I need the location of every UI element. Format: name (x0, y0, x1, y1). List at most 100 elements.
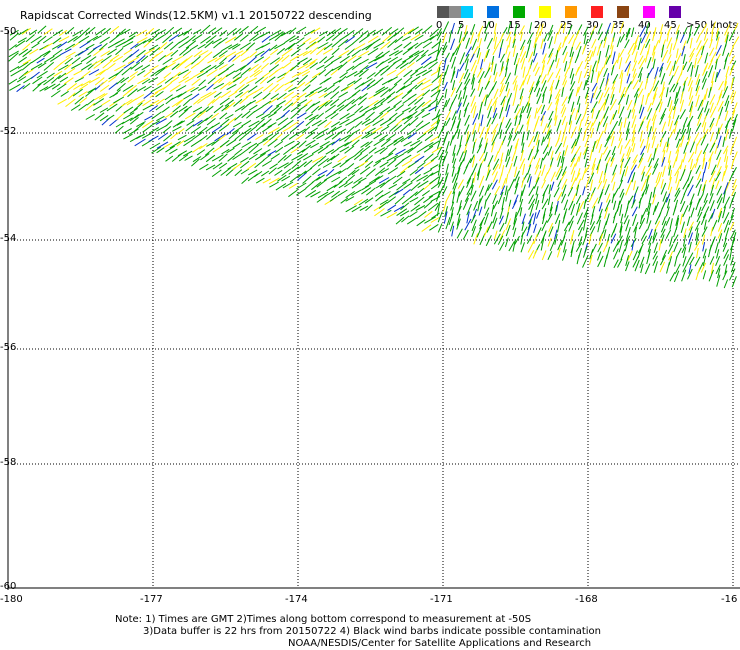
wind-barb (224, 99, 234, 107)
wind-barb (234, 83, 245, 93)
wind-barb (58, 35, 70, 43)
wind-barb (337, 189, 348, 197)
wind-barb (388, 50, 399, 57)
wind-barb (493, 32, 497, 42)
wind-barb (172, 105, 181, 113)
wind-barb (715, 115, 720, 127)
lat-label-60: -60 (0, 581, 17, 592)
wind-barb (591, 60, 597, 72)
wind-barb (234, 148, 243, 156)
wind-barb (116, 82, 126, 92)
wind-barb (688, 80, 694, 92)
wind-barb (358, 34, 370, 43)
wind-barb (666, 143, 670, 153)
wind-barb (716, 197, 723, 210)
wind-barb (262, 82, 274, 92)
wind-barb (520, 39, 526, 51)
wind-barb (311, 119, 322, 127)
wind-barb (576, 254, 580, 265)
wind-barb (317, 101, 329, 111)
wind-barb (302, 175, 312, 184)
wind-barb (130, 62, 141, 70)
wind-barb (694, 256, 701, 267)
wind-barb (372, 112, 384, 122)
wind-barb (624, 166, 629, 177)
wind-barb (561, 107, 567, 118)
wind-barb (239, 160, 250, 169)
wind-barb (289, 173, 301, 183)
wind-barb (143, 70, 153, 78)
wind-barb (714, 242, 719, 254)
wind-barb (361, 43, 373, 51)
wind-barb (596, 159, 601, 171)
wind-barb (568, 200, 574, 211)
wind-barb (366, 29, 376, 37)
wind-barb (619, 188, 624, 198)
wind-barb (387, 106, 397, 113)
wind-barb (466, 177, 472, 188)
wind-barb (134, 40, 147, 48)
wind-barb (602, 178, 608, 190)
wind-barb (660, 73, 666, 85)
wind-barb (396, 182, 407, 191)
wind-barb (652, 148, 657, 161)
legend-swatch-10 (669, 6, 681, 18)
wind-barb (462, 229, 469, 240)
wind-barb (513, 194, 519, 206)
wind-barb (428, 125, 438, 134)
wind-barb (337, 99, 347, 108)
wind-barb (624, 156, 631, 169)
wind-barb (414, 28, 423, 35)
wind-barb (688, 252, 694, 261)
wind-barb (597, 67, 604, 79)
wind-barb (455, 68, 459, 79)
wind-barb (326, 141, 335, 147)
wind-barb (513, 24, 518, 36)
wind-barb (499, 82, 504, 93)
wind-barb (442, 71, 446, 85)
wind-barb (387, 167, 399, 175)
wind-barb (120, 28, 131, 36)
wind-barb (395, 112, 405, 120)
wind-barb (728, 29, 736, 42)
wind-barb (403, 76, 413, 85)
wind-barb (248, 169, 258, 176)
wind-barb (37, 35, 47, 44)
wind-barb (652, 45, 656, 56)
wind-barb (452, 182, 458, 195)
wind-barb (617, 104, 621, 114)
wind-barb (253, 70, 263, 78)
wind-barb (515, 207, 521, 219)
wind-barb (393, 153, 405, 160)
wind-barb (66, 82, 78, 92)
wind-barb (305, 41, 317, 50)
wind-barb (612, 164, 618, 176)
wind-barb (259, 148, 271, 156)
wind-barb (190, 86, 199, 93)
wind-barb (297, 57, 308, 65)
wind-barb (697, 206, 702, 217)
wind-barb (333, 104, 345, 113)
wind-barb (505, 104, 511, 118)
wind-barb (666, 137, 670, 148)
wind-barb (595, 110, 600, 119)
wind-barb (184, 112, 196, 120)
wind-barb (267, 122, 277, 128)
wind-barb (491, 113, 498, 125)
wind-barb (466, 211, 470, 224)
wind-barb (506, 51, 511, 63)
wind-barb (570, 163, 576, 175)
wind-barb (57, 72, 67, 80)
wind-barb (562, 36, 567, 48)
wind-barb (99, 42, 108, 51)
wind-barb (172, 71, 181, 79)
wind-barb (490, 141, 495, 153)
wind-barb (687, 226, 693, 238)
wind-barb (569, 46, 573, 58)
wind-barb (170, 76, 180, 84)
wind-barb (116, 77, 125, 85)
wind-barb (331, 39, 342, 48)
wind-barb (505, 149, 510, 162)
wind-barb (533, 43, 537, 56)
wind-barb (196, 71, 209, 79)
